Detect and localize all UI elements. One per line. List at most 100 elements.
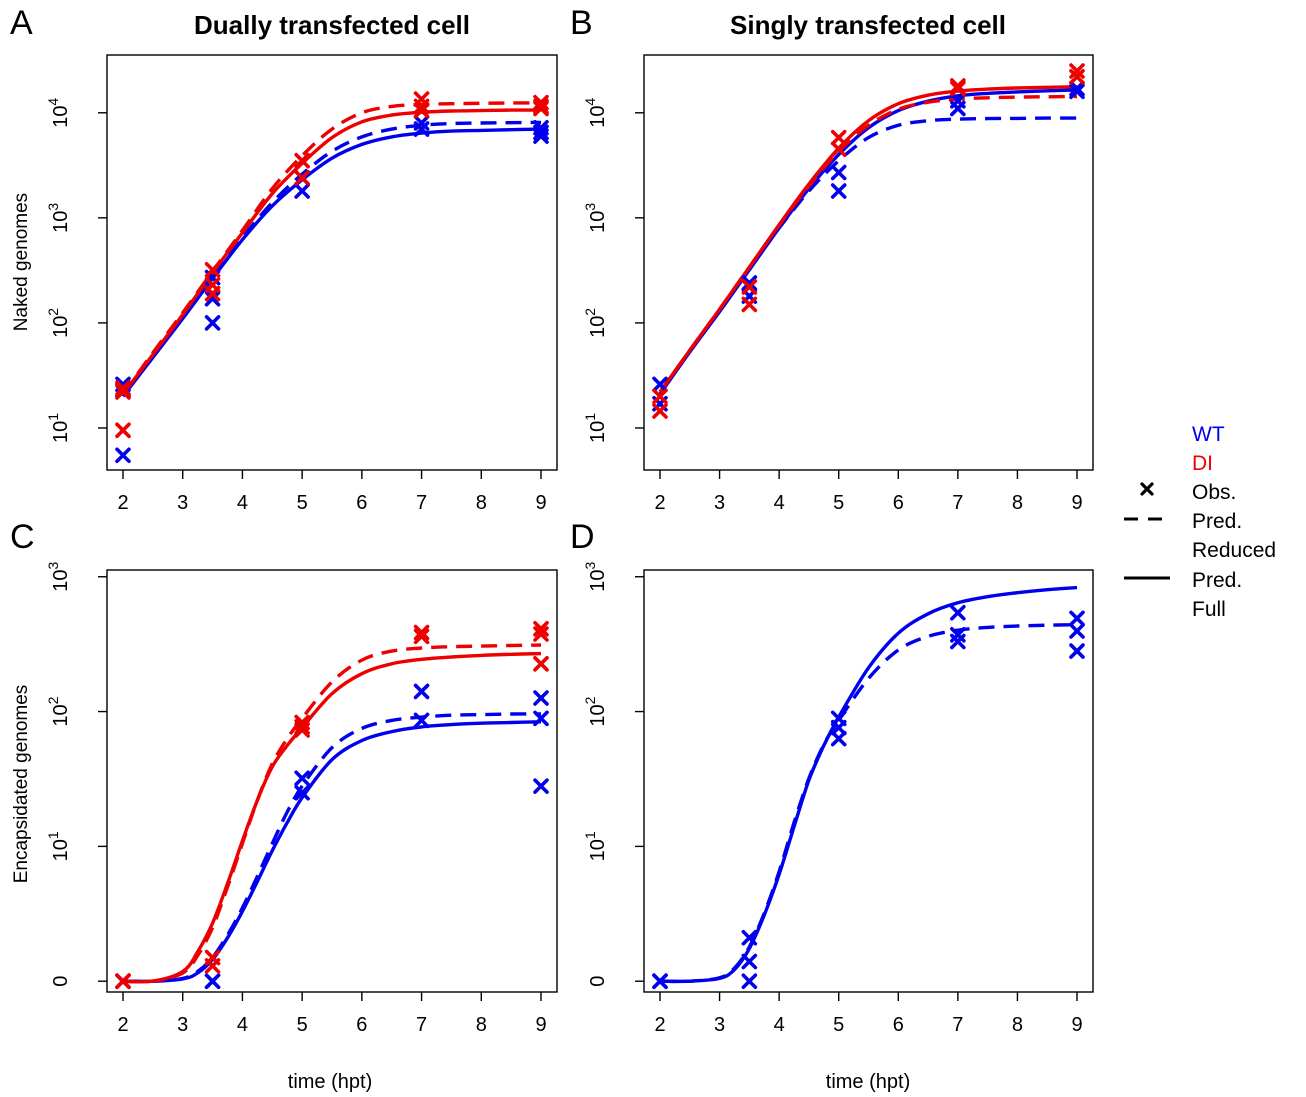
panel-b-obs-stroke [830,141,847,158]
panel-a-obs-stroke [115,384,131,400]
panel-d-obs-stroke [1069,610,1085,627]
panel-b-obs-stroke [652,376,668,393]
panel-d-obs-stroke [950,633,966,650]
panel-b-y-tick-label: 102 [582,308,609,338]
panel-d-obs-wt [950,604,966,621]
panel-b-obs-stroke [830,183,847,199]
panel-c-obs-stroke [533,621,549,637]
panel-c-obs-di [533,621,549,637]
panel-d-curve-wt-full [659,585,1078,984]
panel-d-curve-wt-reduced [659,623,1078,984]
panel-c-x-tick-label: 5 [297,1014,308,1036]
panel-a-obs-di [294,170,310,186]
panel-d-x-tick-label: 6 [893,1014,904,1036]
panel-b-obs-wt [1069,83,1085,100]
panel-c-obs-stroke [115,973,131,990]
panel-b-obs-stroke [830,129,847,146]
panel-a-x-tick-label: 3 [177,492,188,514]
panel-c-x-tick-label: 3 [177,1014,188,1036]
panel-c-obs-wt [533,778,549,794]
panel-letter-b: B [570,4,593,42]
panel-b-obs-di [830,141,847,158]
panel-c-y-tick-label: 101 [45,831,72,861]
panel-b-obs-stroke [652,388,668,405]
panel-a-obs-stroke [204,262,221,278]
panel-a-obs-di [204,285,221,302]
panel-d-obs-wt [741,953,758,970]
panel-a-obs-wt [533,124,549,141]
panel-c-obs-stroke [533,710,549,727]
panel-a-obs-stroke [204,285,221,302]
panel-c-curve-wt-full [122,720,542,984]
panel-letter-d: D [570,518,595,556]
panel-a-y-tick-label: 102 [45,308,72,338]
panel-a-obs-stroke [413,98,430,115]
panel-a-x-tick-label: 9 [535,492,546,514]
panel-d-obs-stroke [652,973,668,990]
panel-b-obs-stroke [1069,80,1085,97]
panel-c-obs-stroke [294,784,310,801]
panel-c-x-tick-label: 4 [237,1014,248,1036]
panel-a-x-tick-label: 6 [356,492,367,514]
panel-c-obs-wt [413,683,430,700]
panel-d-xlabel: time (hpt) [826,1071,910,1093]
panel-a-obs-stroke [115,422,131,439]
panel-b-x-tick-label: 2 [654,492,665,514]
panel-d-y-tick-label: 103 [582,562,609,592]
panel-a-obs-di [204,262,221,278]
panel-a-obs-wt [294,183,310,199]
panel-a-obs-stroke [294,152,310,169]
panel-c-x-tick-label: 7 [416,1014,427,1036]
panel-a-obs-di [413,98,430,115]
panel-a-obs-di [294,152,310,169]
panel-c-ylabel: Encapsidated genomes [11,685,32,884]
panel-d-obs-wt [652,973,668,990]
panel-d-obs-stroke [741,953,758,970]
panel-a-obs-wt [413,121,430,137]
legend-pred-reduced-label: Pred. [1192,510,1242,533]
panel-a-curve-di-reduced [121,101,542,396]
panel-b-x-tick-label: 6 [893,492,904,514]
panel-a-x-tick-label: 7 [416,492,427,514]
panel-b-obs-wt [741,275,758,291]
panel-d-obs-wt [1069,623,1085,639]
panel-d-obs-wt [741,973,758,990]
panel-a-obs-stroke [533,128,549,144]
panel-a-title: Dually transfected cell [194,10,470,40]
panel-a-obs-di [413,102,430,119]
panel-c-obs-stroke [204,973,221,990]
panel-b-obs-di [652,403,668,419]
panel-b-y-tick-label: 103 [582,203,609,233]
panel-b-obs-stroke [741,296,758,313]
panel-c-xlabel: time (hpt) [288,1071,372,1093]
panel-d-obs-wt [741,929,758,946]
panel-b-obs-stroke [1069,69,1085,85]
panel-b-obs-wt [830,164,847,181]
panel-b-x-tick-label: 8 [1012,492,1023,514]
panel-a-obs-stroke [204,290,221,307]
legend-obs-label: Obs. [1192,481,1236,504]
panel-a-x-tick-label: 8 [476,492,487,514]
panel-b-obs-stroke [950,80,966,97]
panel-d-obs-stroke [1069,643,1085,659]
panel-letter-c: C [10,518,35,556]
panel-b-obs-di [741,279,758,295]
panel-c-obs-wt [413,712,430,729]
panel-a-obs-di [115,380,131,396]
panel-c-curve-wt-reduced [122,712,542,984]
panel-a-obs-wt [204,315,221,331]
panel-c-obs-di [413,628,430,645]
panel-b-curve-wt-reduced [658,116,1077,394]
panel-c-obs-wt [533,710,549,727]
panel-a-x-tick-label: 5 [297,492,308,514]
panel-d-obs-wt [1069,643,1085,659]
panel-a-obs-wt [115,447,131,464]
panel-d-obs-stroke [950,604,966,621]
panel-c-x-tick-label: 6 [356,1014,367,1036]
panel-d-obs-wt [950,633,966,650]
panel-a-y-tick-label: 104 [45,98,72,128]
panel-a-ylabel: Naked genomes [11,193,32,331]
panel-d-obs-wt [830,719,847,736]
panel-a-obs-stroke [413,121,430,137]
